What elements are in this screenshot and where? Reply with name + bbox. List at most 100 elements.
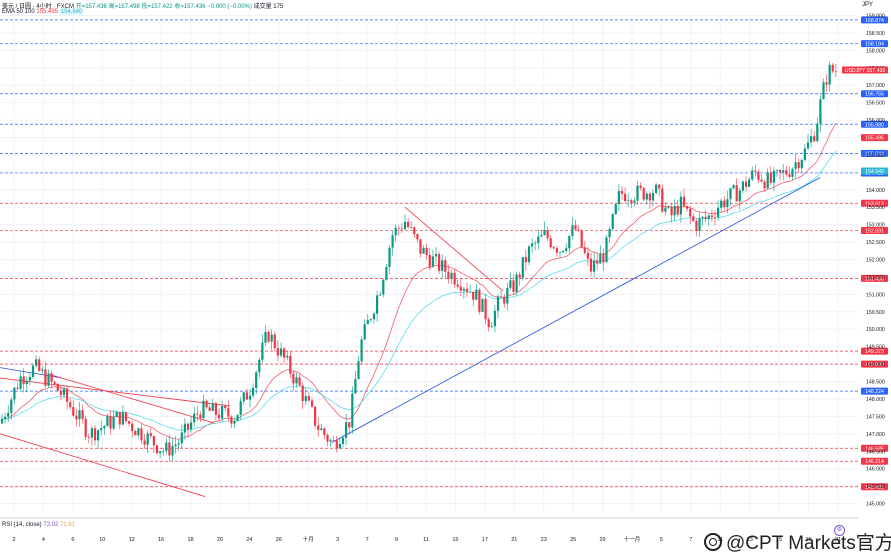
- candle-body: [434, 254, 438, 257]
- candle-body: [624, 193, 627, 202]
- candle-body: [146, 433, 149, 445]
- candle-body: [537, 236, 540, 244]
- candle-body: [534, 243, 537, 244]
- candle-body: [341, 437, 345, 444]
- candle-body: [574, 225, 577, 230]
- candle-body: [425, 247, 428, 255]
- y-axis: 159.000158.500158.000157.500157.000156.5…: [866, 13, 885, 507]
- price-badge: [861, 167, 888, 175]
- candle-body: [155, 445, 159, 454]
- candle-body: [763, 181, 766, 189]
- candle-body: [369, 319, 372, 321]
- candle-body: [810, 136, 813, 143]
- candle-body: [332, 440, 335, 441]
- candle-body: [602, 254, 605, 263]
- candle-body: [100, 428, 103, 431]
- candle-body: [407, 221, 410, 227]
- candle-body: [593, 260, 596, 272]
- candle-body: [239, 401, 242, 415]
- candle-body: [224, 406, 227, 409]
- candle-body: [627, 200, 630, 202]
- y-tick-label: 149.500: [866, 345, 885, 351]
- y-tick-label: 147.000: [866, 432, 885, 438]
- candle-body: [834, 71, 837, 73]
- candle-body: [363, 324, 366, 340]
- level-label: 155.880: [865, 122, 884, 128]
- x-tick-label: 11: [423, 537, 429, 543]
- candle-body: [90, 428, 93, 438]
- x-tick-label: 7: [366, 537, 369, 543]
- candle-body: [323, 428, 326, 435]
- x-tick-label: 4: [42, 537, 45, 543]
- chart-grid: [0, 12, 858, 514]
- y-tick-label: 158.000: [866, 48, 885, 54]
- candle-body: [558, 252, 562, 253]
- ema-legend[interactable]: EMA 50 100 155.495 154.540: [2, 9, 84, 15]
- candle-body: [689, 208, 692, 217]
- candle-body: [267, 331, 270, 342]
- x-tick-label: 29: [600, 537, 606, 543]
- candle-body: [199, 414, 202, 419]
- candles: [0, 61, 837, 462]
- price-badge-label: USDJPY 157.436: [845, 68, 886, 74]
- candle-body: [289, 355, 292, 374]
- candle-body: [357, 361, 360, 379]
- candle-body: [44, 369, 47, 386]
- candle-body: [633, 200, 636, 203]
- candle-body: [583, 247, 586, 253]
- candle-body: [648, 193, 651, 201]
- candle-body: [413, 227, 416, 235]
- candle-body: [803, 148, 806, 160]
- candle-body: [707, 215, 710, 219]
- candle-body: [546, 230, 549, 239]
- candle-body: [800, 159, 803, 169]
- level-label: 158.194: [865, 42, 884, 48]
- candle-body: [775, 169, 779, 171]
- candle-body: [165, 442, 168, 452]
- candle-body: [59, 390, 62, 395]
- trendline: [0, 377, 231, 407]
- y-tick-label: 154.000: [866, 188, 885, 194]
- level-label: 153.613: [865, 201, 884, 207]
- candle-body: [236, 414, 239, 422]
- low-value: 低=157.422: [141, 4, 173, 10]
- candle-body: [47, 373, 50, 386]
- candle-body: [515, 274, 518, 292]
- candle-body: [478, 289, 481, 312]
- level-badge: [861, 90, 888, 98]
- candle-body: [512, 280, 515, 292]
- candle-body: [772, 170, 775, 183]
- candle-body: [831, 64, 834, 72]
- candle-body: [295, 377, 298, 384]
- candle-body: [757, 171, 760, 180]
- candle-body: [748, 179, 751, 187]
- candle-body: [112, 417, 115, 429]
- y-tick-label: 159.000: [866, 13, 885, 19]
- rsi-value: 72.02: [43, 522, 59, 528]
- candle-body: [382, 279, 385, 295]
- settings-gear-icon[interactable]: ⚙: [834, 525, 845, 536]
- x-tick-label: 十一月: [624, 535, 641, 543]
- level-label: 149.373: [865, 349, 884, 355]
- candle-body: [366, 320, 369, 325]
- candle-body: [0, 419, 4, 424]
- candle-body: [53, 381, 56, 384]
- level-label: 146.214: [865, 459, 884, 465]
- level-badge: [861, 199, 888, 207]
- candle-body: [568, 235, 571, 249]
- candle-body: [658, 184, 661, 189]
- candle-body: [462, 288, 465, 291]
- candle-body: [248, 395, 252, 400]
- candle-body: [190, 422, 193, 430]
- candle-body: [168, 442, 171, 456]
- candle-body: [506, 287, 509, 304]
- candle-body: [25, 380, 28, 385]
- candle-body: [438, 254, 441, 271]
- x-tick-label: 25: [570, 537, 576, 543]
- x-tick-label: 19: [806, 537, 812, 543]
- y-tick-label: 146.000: [866, 467, 885, 473]
- price-badges: USDJPY 157.436 155.495 154.540: [842, 66, 888, 175]
- candle-body: [180, 432, 183, 444]
- rsi-legend[interactable]: RSI (14, close) 72.02 71.61: [2, 522, 75, 528]
